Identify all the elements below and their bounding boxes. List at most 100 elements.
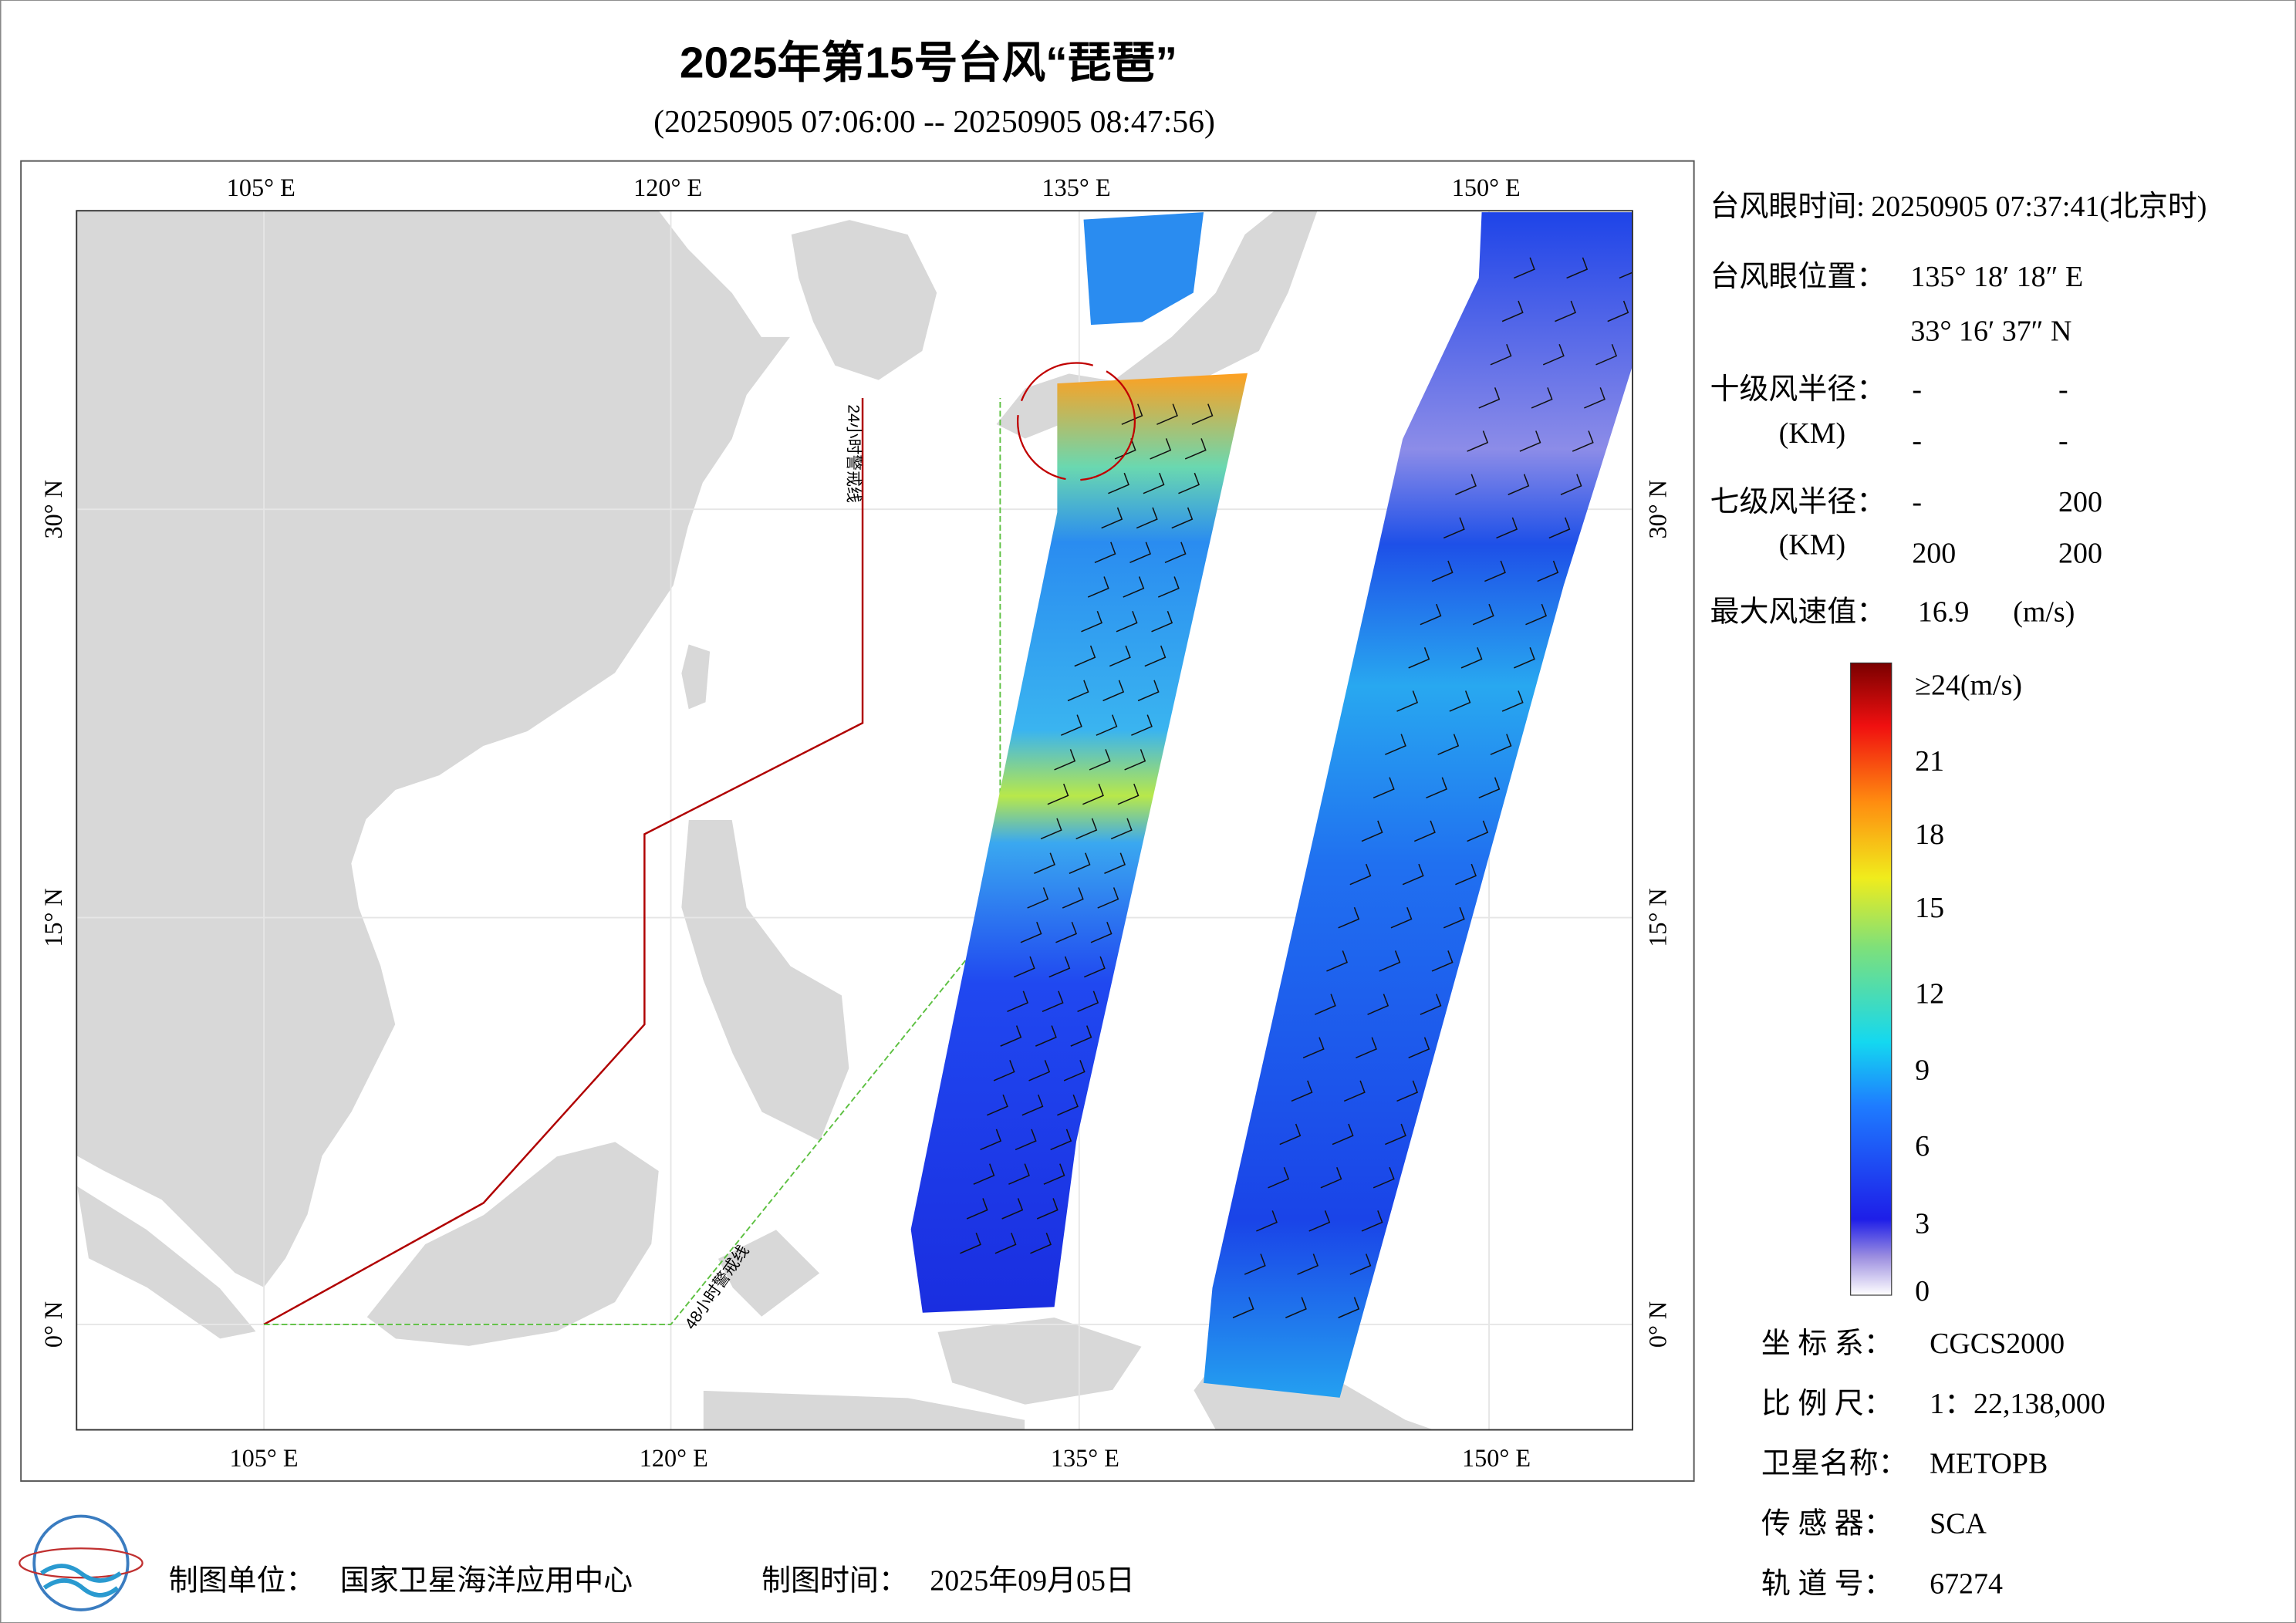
wind-barb: [1067, 680, 1089, 702]
colorbar-label: 12: [1915, 978, 1944, 1011]
wind-barb: [1089, 749, 1111, 771]
metadata-value: 1：22,138,000: [1930, 1388, 2105, 1420]
colorbar-label: 21: [1915, 745, 1944, 778]
colorbar-label: 18: [1915, 818, 1944, 851]
wind-barb: [1390, 907, 1413, 929]
wind-barb: [1021, 1094, 1044, 1116]
warning-line-48h: [264, 398, 1001, 1325]
wind-barb: [960, 1232, 981, 1254]
lat-label-left: 30° N: [39, 480, 67, 539]
wind-barb: [1572, 430, 1594, 452]
metadata-label: 比 例 尺：: [1761, 1388, 1893, 1420]
wind-barb: [1055, 921, 1078, 943]
wind-barb: [1490, 343, 1512, 366]
radius10-unit: (KM): [1779, 417, 1845, 450]
wind-barb: [1136, 507, 1158, 529]
wind-barb: [1420, 603, 1442, 626]
wind-barb: [1083, 956, 1106, 978]
warning-line-24h: [263, 398, 864, 1326]
map-border: [76, 210, 1633, 1431]
wind-barb: [1314, 994, 1336, 1015]
typhoon-eye-marker: [1017, 362, 1136, 481]
title: 2025年第15号台风“琵琶”: [680, 38, 1177, 87]
wind-barb: [1090, 921, 1113, 943]
radius10-value: -: [2058, 425, 2068, 457]
wind-barb: [1408, 1037, 1430, 1058]
eye-time-value: 20250905 07:37:41(北京时): [1871, 191, 2207, 223]
lat-label-left: 0° N: [39, 1301, 67, 1348]
wind-barb: [1042, 990, 1064, 1013]
wind-barb: [1131, 714, 1153, 736]
wind-barb: [1619, 272, 1633, 279]
wind-barb: [1291, 1080, 1313, 1102]
wind-barb: [1054, 749, 1076, 771]
wind-barb: [1036, 1198, 1059, 1220]
radius7-value: 200: [1912, 538, 1956, 570]
wind-barb: [1431, 950, 1454, 972]
wind-barb: [1034, 852, 1055, 874]
wind-barb: [1361, 1210, 1383, 1232]
wind-barb: [1191, 403, 1214, 425]
lon-label-top: 105° E: [227, 174, 295, 201]
lon-label-top: 120° E: [633, 174, 702, 201]
colorbar-label: 0: [1915, 1275, 1930, 1308]
wind-barb: [1356, 1037, 1377, 1058]
colorbar-label: 15: [1915, 892, 1944, 924]
wind-barb: [1443, 517, 1465, 539]
eye-lat: 33° 16′ 37″ N: [1910, 315, 2071, 347]
wind-barb: [1396, 690, 1419, 712]
wind-barb: [1157, 576, 1180, 598]
wind-barb: [1082, 783, 1104, 805]
wind-barb: [1151, 611, 1173, 633]
wind-barb: [1373, 777, 1395, 799]
info-panel: 台风眼时间: 20250905 07:37:41(北京时) 台风眼位置： 135…: [1710, 191, 2207, 629]
wind-barb: [1349, 1254, 1372, 1275]
wind-barb: [1094, 542, 1116, 563]
wind-barb: [1478, 387, 1501, 409]
wind-barb: [1156, 403, 1178, 425]
wind-barb: [973, 1163, 995, 1185]
wind-barb: [1560, 474, 1582, 495]
wind-barb: [1109, 645, 1131, 667]
wind-barb: [1320, 1166, 1342, 1189]
wind-barb: [1027, 887, 1049, 909]
wind-barb: [1566, 257, 1589, 279]
metadata-value: 67274: [1930, 1567, 2003, 1600]
wind-barb: [1443, 907, 1465, 929]
wind-barb: [1302, 1037, 1325, 1058]
wind-barb: [1455, 863, 1477, 886]
wind-barb: [1437, 734, 1460, 755]
wind-barb: [1467, 820, 1489, 842]
wind-barb: [1607, 300, 1629, 322]
wind-barb: [1514, 257, 1535, 279]
subtitle: (20250905 07:06:00 -- 20250905 08:47:56): [653, 104, 1215, 140]
wind-barb: [1178, 472, 1200, 494]
lat-label-left: 15° N: [39, 888, 67, 947]
lon-label-top: 150° E: [1452, 174, 1521, 201]
wind-barb: [1542, 343, 1565, 366]
radius7-unit: (KM): [1779, 528, 1845, 561]
lat-label-right: 15° N: [1643, 888, 1671, 947]
wind-barb: [1101, 507, 1123, 529]
wind-barb: [1496, 517, 1518, 539]
wind-barb: [1385, 734, 1406, 755]
wind-barbs: [960, 257, 1633, 1318]
metadata-label: 坐 标 系：: [1761, 1328, 1893, 1360]
wind-barb: [993, 1060, 1015, 1081]
wind-barb: [1121, 403, 1143, 425]
wind-barb: [1184, 438, 1207, 460]
wind-barb: [1097, 887, 1119, 909]
wind-barb: [1501, 690, 1524, 712]
wind-barb: [1074, 645, 1096, 667]
max-wind-label: 最大风速值：: [1710, 596, 1886, 629]
lon-label-bottom: 135° E: [1051, 1444, 1119, 1472]
radius10-value: -: [1912, 373, 1922, 406]
wind-barb: [1075, 818, 1098, 840]
wind-barb: [1117, 783, 1140, 805]
eye-position-label: 台风眼位置：: [1710, 261, 1886, 293]
lon-label-bottom: 105° E: [230, 1444, 299, 1472]
wind-barb: [1102, 680, 1125, 702]
colorbar-label: 6: [1915, 1130, 1930, 1162]
wind-barb: [1232, 1297, 1254, 1318]
